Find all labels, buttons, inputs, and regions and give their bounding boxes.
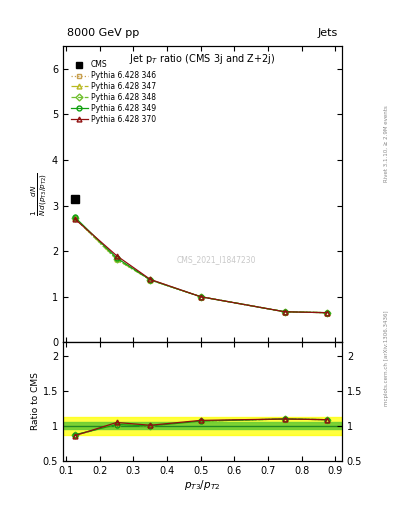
Text: Jets: Jets	[318, 28, 338, 38]
Text: 8000 GeV pp: 8000 GeV pp	[67, 28, 139, 38]
Legend: CMS, Pythia 6.428 346, Pythia 6.428 347, Pythia 6.428 348, Pythia 6.428 349, Pyt: CMS, Pythia 6.428 346, Pythia 6.428 347,…	[70, 59, 158, 125]
Y-axis label: $\frac{1}{N}\frac{dN}{d(p_{T3}/p_{T2})}$: $\frac{1}{N}\frac{dN}{d(p_{T3}/p_{T2})}$	[30, 173, 50, 216]
Text: CMS_2021_I1847230: CMS_2021_I1847230	[176, 255, 256, 264]
Text: Rivet 3.1.10, ≥ 2.9M events: Rivet 3.1.10, ≥ 2.9M events	[384, 105, 389, 182]
Text: mcplots.cern.ch [arXiv:1306.3436]: mcplots.cern.ch [arXiv:1306.3436]	[384, 311, 389, 406]
Y-axis label: Ratio to CMS: Ratio to CMS	[31, 373, 40, 431]
Text: Jet p$_{T}$ ratio (CMS 3j and Z+2j): Jet p$_{T}$ ratio (CMS 3j and Z+2j)	[129, 52, 275, 66]
X-axis label: $p_{T3}/p_{T2}$: $p_{T3}/p_{T2}$	[184, 478, 220, 493]
